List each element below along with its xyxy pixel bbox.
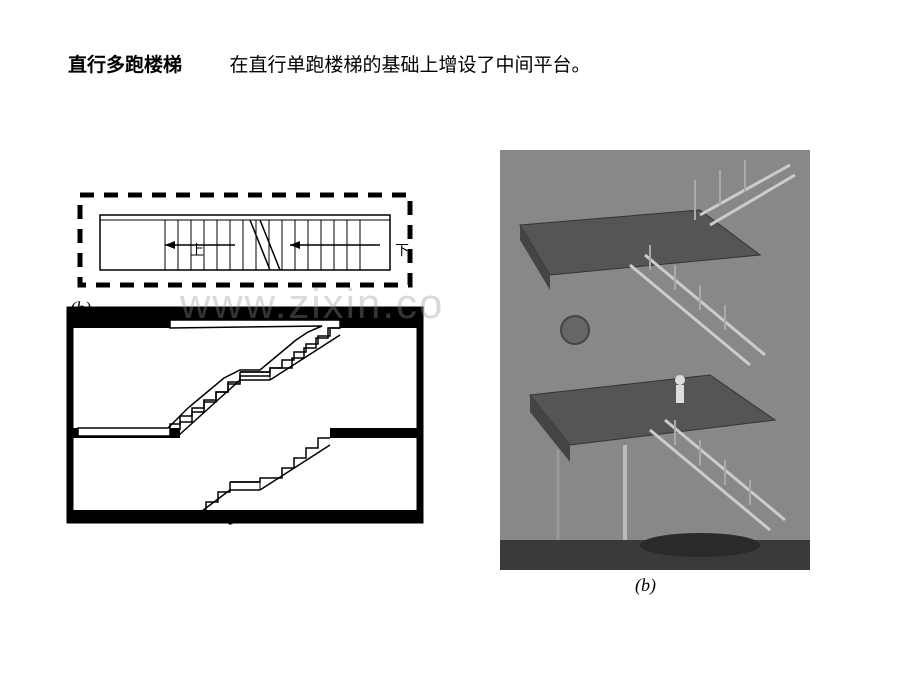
title-description: 在直行单跑楼梯的基础上增设了中间平台。: [230, 55, 591, 76]
photo-person-head: [675, 375, 685, 385]
title-spacer: [187, 55, 225, 76]
photo-wall: [500, 150, 810, 570]
plan-label-down: 下: [395, 240, 409, 260]
page-title: 直行多跑楼梯 在直行单跑楼梯的基础上增设了中间平台。: [68, 52, 591, 81]
left-diagram-svg: [60, 180, 440, 540]
plan-arrow-left-head: [165, 241, 175, 249]
section-top-right-slab: [340, 320, 420, 328]
section-mid-right-slab: [330, 428, 420, 438]
section-outer: [70, 310, 420, 520]
title-bold: 直行多跑楼梯: [68, 55, 182, 76]
plan-label-up: 上: [190, 240, 204, 260]
right-photo-svg: [500, 150, 810, 590]
figure-label-b-left: (b): [70, 298, 91, 319]
section-bottom-slab: [70, 510, 420, 520]
photo-person-body: [676, 385, 684, 403]
section-top-left-slab: [70, 320, 170, 328]
section-top-slab: [70, 310, 420, 320]
photo-vent: [561, 316, 589, 344]
photo-bush: [640, 533, 760, 557]
plan-break-1: [250, 220, 270, 270]
section-upper-stairs: [78, 320, 340, 436]
plan-break-2: [260, 220, 280, 270]
section-lower-stairs: [190, 438, 330, 520]
